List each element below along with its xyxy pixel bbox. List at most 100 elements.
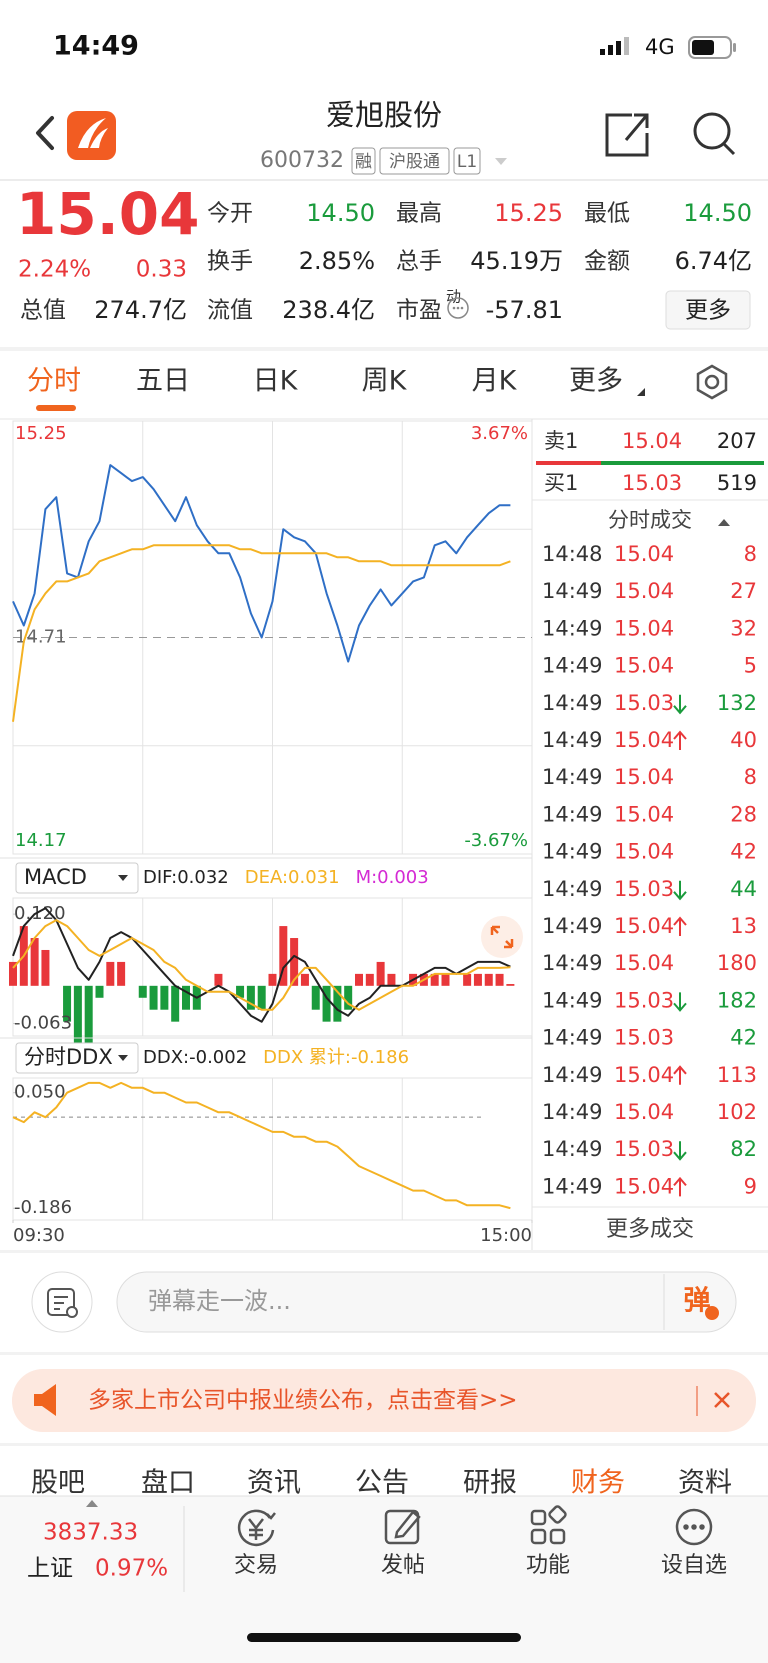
up-arrow — [673, 730, 687, 750]
back-button[interactable] — [36, 116, 54, 150]
section-gap — [0, 1352, 768, 1355]
trade-price: 15.04 — [614, 914, 674, 938]
macd-bar — [160, 985, 169, 1010]
comment-placeholder[interactable]: 弹幕走一波... — [148, 1287, 291, 1315]
macd-bar — [149, 985, 158, 1010]
trade-volume: 182 — [717, 988, 757, 1012]
comment-input[interactable] — [116, 1271, 737, 1333]
more-button-label[interactable]: 更多 — [685, 298, 731, 324]
macd-bar — [495, 973, 504, 986]
trade-volume: 13 — [730, 914, 757, 938]
trade-icon[interactable] — [237, 1509, 276, 1547]
macd-bar — [473, 973, 482, 986]
more-trades[interactable]: 更多成交 — [606, 1217, 694, 1242]
more-button[interactable] — [665, 290, 751, 330]
tab[interactable]: 更多 — [569, 366, 623, 397]
stat-label: 市盈 — [396, 298, 442, 324]
nav-label[interactable]: 发帖 — [381, 1553, 425, 1578]
tag: L1 — [457, 152, 477, 172]
indicator-selector[interactable] — [15, 1042, 139, 1074]
y-tick-label: 14.17 — [15, 830, 67, 851]
macd-bar — [268, 973, 277, 986]
tab[interactable]: 日K — [253, 366, 299, 397]
trade-volume: 9 — [744, 1174, 757, 1198]
watchlist-icon[interactable] — [675, 1508, 713, 1546]
banner[interactable] — [12, 1369, 756, 1432]
book-price: 15.04 — [622, 429, 682, 453]
indicator-name[interactable]: MACD — [24, 865, 87, 889]
function-icon[interactable] — [530, 1505, 567, 1545]
close-button[interactable] — [714, 1392, 730, 1408]
macd-bar — [322, 985, 331, 1022]
down-arrow — [673, 694, 687, 715]
macd-bar — [95, 985, 104, 998]
expand-button[interactable] — [481, 916, 523, 958]
index-change[interactable]: 0.97% — [95, 1556, 168, 1582]
trade-price: 15.04 — [614, 1063, 674, 1087]
horn-icon — [34, 1384, 56, 1416]
trade-time: 14:48 — [542, 542, 603, 566]
section-tab[interactable]: 财务 — [571, 1468, 625, 1499]
trade-volume: 8 — [744, 765, 757, 789]
tag: 融 — [355, 152, 372, 172]
tab[interactable]: 五日 — [136, 366, 190, 397]
trade-volume: 27 — [730, 579, 757, 603]
nav-label[interactable]: 设自选 — [661, 1553, 727, 1578]
banner-text[interactable]: 多家上市公司中报业绩公布，点击查看>> — [88, 1388, 518, 1414]
stat-label: 流值 — [207, 298, 253, 324]
trade-time: 14:49 — [542, 728, 603, 752]
network-label: 4G — [645, 35, 675, 59]
nav-label[interactable]: 功能 — [526, 1553, 570, 1578]
home-indicator — [247, 1633, 521, 1642]
stat-label: 总手 — [396, 249, 442, 275]
section-tab[interactable]: 研报 — [463, 1468, 517, 1499]
section-tab[interactable]: 资料 — [678, 1468, 732, 1499]
section-tab[interactable]: 资讯 — [247, 1468, 301, 1499]
search-button[interactable] — [693, 112, 736, 156]
signal-icon — [600, 37, 629, 55]
expand-icon — [86, 1500, 98, 1507]
section-tab[interactable]: 股吧 — [31, 1468, 85, 1499]
legend-text: DEA:0.031 — [245, 867, 340, 888]
stat-value: -57.81 — [486, 296, 563, 324]
section-tab[interactable]: 公告 — [355, 1468, 409, 1499]
tab[interactable]: 分时 — [27, 366, 81, 397]
trade-time: 14:49 — [542, 988, 603, 1012]
settings-button[interactable] — [696, 364, 728, 400]
nav-label[interactable]: 交易 — [234, 1553, 278, 1578]
legend-text: DDX 累计:-0.186 — [263, 1047, 409, 1068]
macd-bar — [365, 973, 374, 986]
index-name[interactable]: 上证 — [27, 1556, 73, 1582]
index-value[interactable]: 3837.33 — [43, 1520, 138, 1546]
trade-time: 14:49 — [542, 691, 603, 715]
dropdown-icon — [118, 875, 128, 881]
macd-bar — [73, 985, 82, 1046]
section-gap — [0, 1443, 768, 1446]
danmu-badge — [705, 1306, 719, 1320]
trade-time: 14:49 — [542, 1026, 603, 1050]
stock-tags: 融 沪股通 L1 — [351, 147, 507, 175]
trade-price: 15.03 — [614, 877, 674, 901]
stat-value: 45.19万 — [470, 247, 563, 275]
tab[interactable]: 周K — [362, 366, 408, 397]
y2-tick-label: 3.67% — [471, 423, 528, 444]
trade-volume: 82 — [730, 1137, 757, 1161]
trade-price: 15.04 — [614, 654, 674, 678]
section-gap — [0, 1250, 768, 1253]
section-tab[interactable]: 盘口 — [141, 1468, 195, 1499]
indicator-name[interactable]: 分时DDX — [24, 1045, 113, 1069]
series-line — [12, 919, 511, 1011]
trade-volume: 132 — [717, 691, 757, 715]
stat-value: 14.50 — [683, 199, 752, 227]
book-volume: 207 — [717, 429, 757, 453]
comment-icon[interactable] — [31, 1271, 93, 1333]
share-button[interactable] — [605, 113, 649, 157]
trade-time: 14:49 — [542, 951, 603, 975]
macd-bar — [441, 973, 450, 986]
down-arrow — [673, 992, 687, 1012]
tab[interactable]: 月K — [472, 366, 518, 397]
macd-bar — [333, 985, 342, 1022]
indicator-selector[interactable] — [15, 862, 139, 894]
y-tick-label: 0.050 — [14, 1082, 66, 1103]
post-icon[interactable] — [384, 1509, 421, 1545]
